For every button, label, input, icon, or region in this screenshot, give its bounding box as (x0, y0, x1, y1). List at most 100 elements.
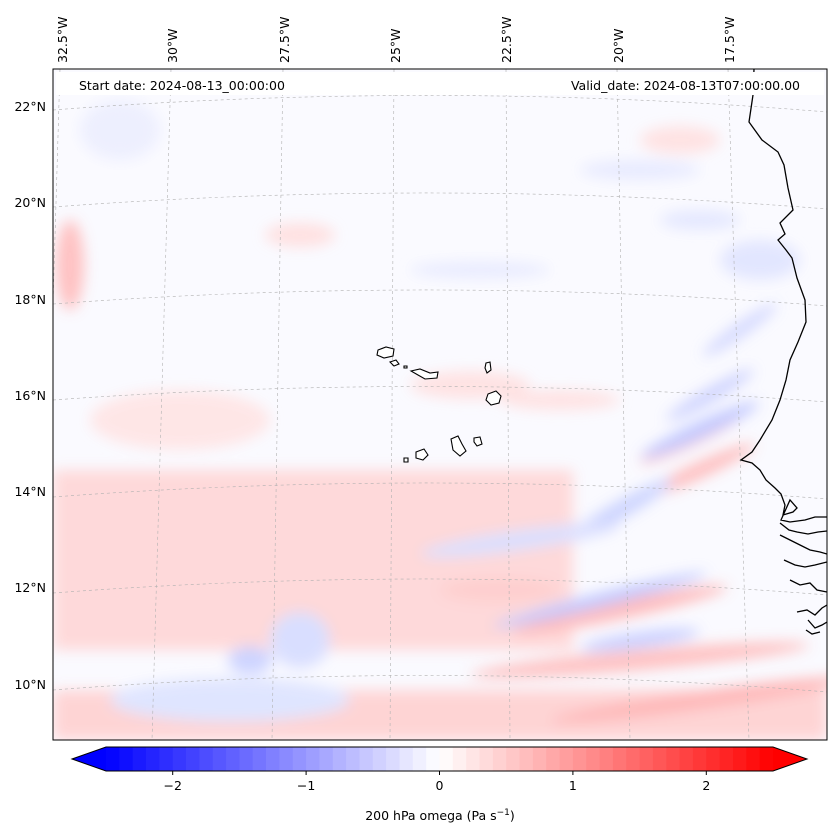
colorbar-cell (679, 747, 694, 771)
colorbar-cell (439, 747, 454, 771)
colorbar-extend-left (72, 747, 106, 771)
island-boa-vista (485, 390, 502, 406)
colorbar-cell (559, 747, 574, 771)
colorbar-cell (292, 747, 307, 771)
colorbar-cell (586, 747, 600, 771)
colorbar-cell (732, 747, 747, 771)
west-africa-coastline (739, 69, 827, 635)
colorbar-cell (532, 747, 547, 771)
colorbar-cell (386, 747, 400, 771)
colorbar-cell (132, 747, 147, 771)
colorbar-cell (639, 747, 654, 771)
colorbar-extend-right (773, 747, 807, 771)
island-santa-luzia (403, 365, 408, 369)
colorbar-cell (319, 747, 334, 771)
colorbar-cell (626, 747, 640, 771)
colorbar-cell (332, 747, 347, 771)
lat-label-14n: 14°N (14, 484, 46, 499)
colorbar-cell (159, 747, 174, 771)
lat-label-18n: 18°N (14, 292, 46, 307)
colorbar-tick-label: −2 (163, 778, 181, 793)
lat-label-12n: 12°N (14, 580, 46, 595)
colorbar-cell (479, 747, 494, 771)
colorbar-cell (266, 747, 280, 771)
colorbar-cell (346, 747, 360, 771)
lat-label-16n: 16°N (14, 388, 46, 403)
colorbar-cell (279, 747, 294, 771)
colorbar: −2 −1 0 1 2 200 hPa omega (Pa s−1) (70, 746, 809, 823)
latitude-labels: 22°N 20°N 18°N 16°N 14°N 12°N 10°N (14, 99, 46, 692)
colorbar-cell (119, 747, 134, 771)
colorbar-cell (172, 747, 187, 771)
colorbar-cell (666, 747, 681, 771)
colorbar-cell (572, 747, 587, 771)
island-sao-vicente (388, 359, 400, 367)
island-santo-antao (376, 346, 395, 359)
lon-label-17-5w: 17.5°W (722, 17, 737, 63)
colorbar-label-end: ) (510, 808, 515, 823)
map-panel: Start date: 2024-08-13_00:00:00 Valid_da… (52, 68, 828, 741)
island-sao-nicolau (409, 368, 439, 380)
colorbar-cells (106, 747, 774, 771)
colorbar-cell (719, 747, 734, 771)
colorbar-outline (70, 746, 809, 772)
colorbar-cell (706, 747, 721, 771)
lat-label-20n: 20°N (14, 195, 46, 210)
cabo-verde-islands (376, 346, 502, 463)
colorbar-cell (372, 747, 387, 771)
longitude-labels: 32.5°W 30°W 27.5°W 25°W 22.5°W 20°W 17.5… (55, 17, 737, 63)
colorbar-ticks: −2 −1 0 1 2 (163, 771, 710, 793)
colorbar-cell (746, 747, 761, 771)
island-fogo (415, 448, 429, 461)
lat-label-22n: 22°N (14, 99, 46, 114)
colorbar-tick-label: −1 (297, 778, 315, 793)
colorbar-cell (199, 747, 214, 771)
colorbar-tick-label: 0 (436, 778, 444, 793)
colorbar-cell (412, 747, 427, 771)
lon-label-32-5w: 32.5°W (55, 17, 70, 63)
colorbar-tick-label: 2 (702, 778, 710, 793)
header-band (56, 72, 824, 95)
lon-label-30w: 30°W (165, 28, 180, 63)
island-maio (473, 436, 483, 447)
colorbar-label-main: 200 hPa omega (Pa s (365, 808, 496, 823)
gridlines (53, 69, 827, 740)
colorbar-cell (146, 747, 160, 771)
colorbar-cell (226, 747, 240, 771)
colorbar-cell (692, 747, 707, 771)
colorbar-cell (599, 747, 614, 771)
colorbar-cell (186, 747, 200, 771)
island-sal (484, 361, 492, 374)
island-santiago (450, 435, 467, 457)
colorbar-cell (506, 747, 520, 771)
colorbar-cell (212, 747, 227, 771)
colorbar-cell (546, 747, 560, 771)
valid-date-label: Valid_date: 2024-08-13T07:00:00.00 (571, 78, 800, 93)
start-date-label: Start date: 2024-08-13_00:00:00 (79, 78, 285, 93)
colorbar-cell (426, 747, 440, 771)
colorbar-cell (306, 747, 320, 771)
colorbar-label-exponent: −1 (497, 808, 510, 818)
colorbar-tick-label: 1 (569, 778, 577, 793)
colorbar-cell (239, 747, 254, 771)
lat-label-10n: 10°N (14, 677, 46, 692)
lon-label-22-5w: 22.5°W (499, 17, 514, 63)
omega-field (53, 100, 827, 740)
lon-label-20w: 20°W (611, 28, 626, 63)
colorbar-cell (252, 747, 267, 771)
lon-label-27-5w: 27.5°W (277, 17, 292, 63)
colorbar-cell (519, 747, 534, 771)
island-brava (403, 457, 409, 463)
colorbar-cell (359, 747, 374, 771)
colorbar-label: 200 hPa omega (Pa s−1) (365, 808, 515, 823)
colorbar-cell (466, 747, 480, 771)
colorbar-cell (612, 747, 627, 771)
colorbar-cell (452, 747, 467, 771)
lon-label-25w: 25°W (388, 28, 403, 63)
colorbar-cell (759, 747, 774, 771)
colorbar-cell (399, 747, 414, 771)
colorbar-cell (492, 747, 507, 771)
map-frame (52, 68, 828, 741)
colorbar-cell (652, 747, 667, 771)
